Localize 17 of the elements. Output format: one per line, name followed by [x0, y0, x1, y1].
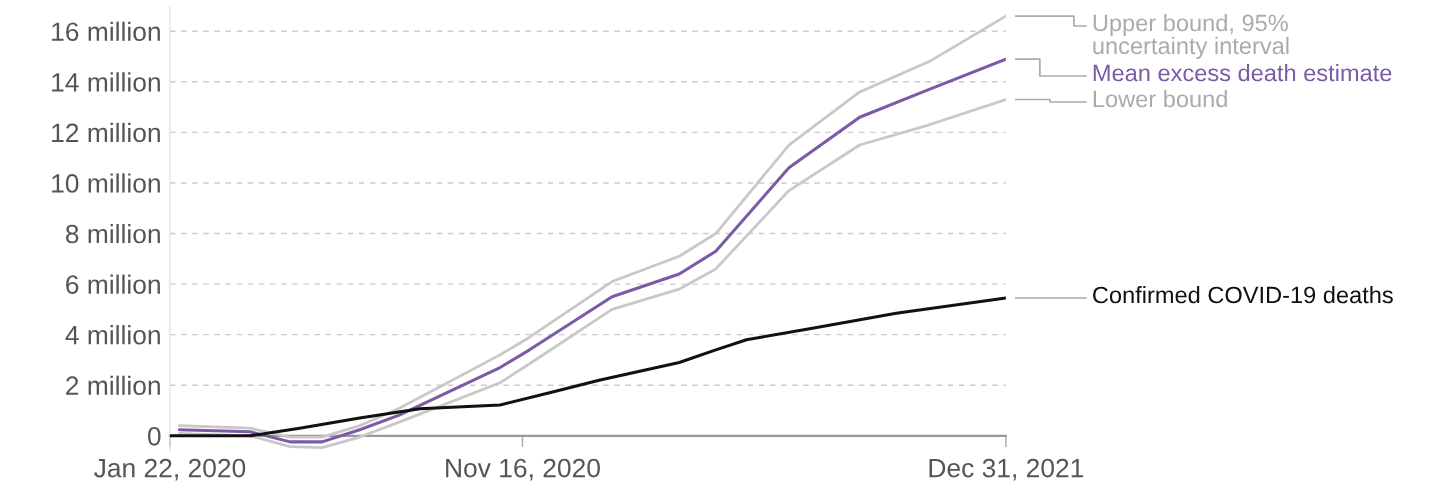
x-tick-label: Dec 31, 2021	[929, 458, 1084, 481]
line-series	[169, 296, 1006, 438]
y-tick-label: 8 million	[65, 223, 160, 244]
y-tick-label: 10 million	[52, 173, 160, 193]
y-tick-label: 14 million	[52, 72, 160, 92]
y-tick-label: 0	[147, 426, 161, 446]
text: Lower bound	[1093, 90, 1227, 108]
text: Confirmed COVID-19 deaths	[1093, 286, 1393, 304]
y-tick-label: 16 million	[52, 21, 160, 42]
y-tick-label: 4 million	[65, 325, 160, 345]
x-tick-label: Jan 22, 2020	[94, 458, 246, 481]
text: Mean excess death estimate	[1093, 64, 1392, 82]
x-tick-label: Nov 16, 2020	[446, 458, 600, 481]
text: Upper bound, 95% uncertainty interval	[1093, 14, 1289, 59]
y-tick-label: 2 million	[66, 375, 160, 396]
y-tick-label: 6 million	[66, 274, 160, 294]
y-tick-label: 12 million	[52, 122, 160, 143]
